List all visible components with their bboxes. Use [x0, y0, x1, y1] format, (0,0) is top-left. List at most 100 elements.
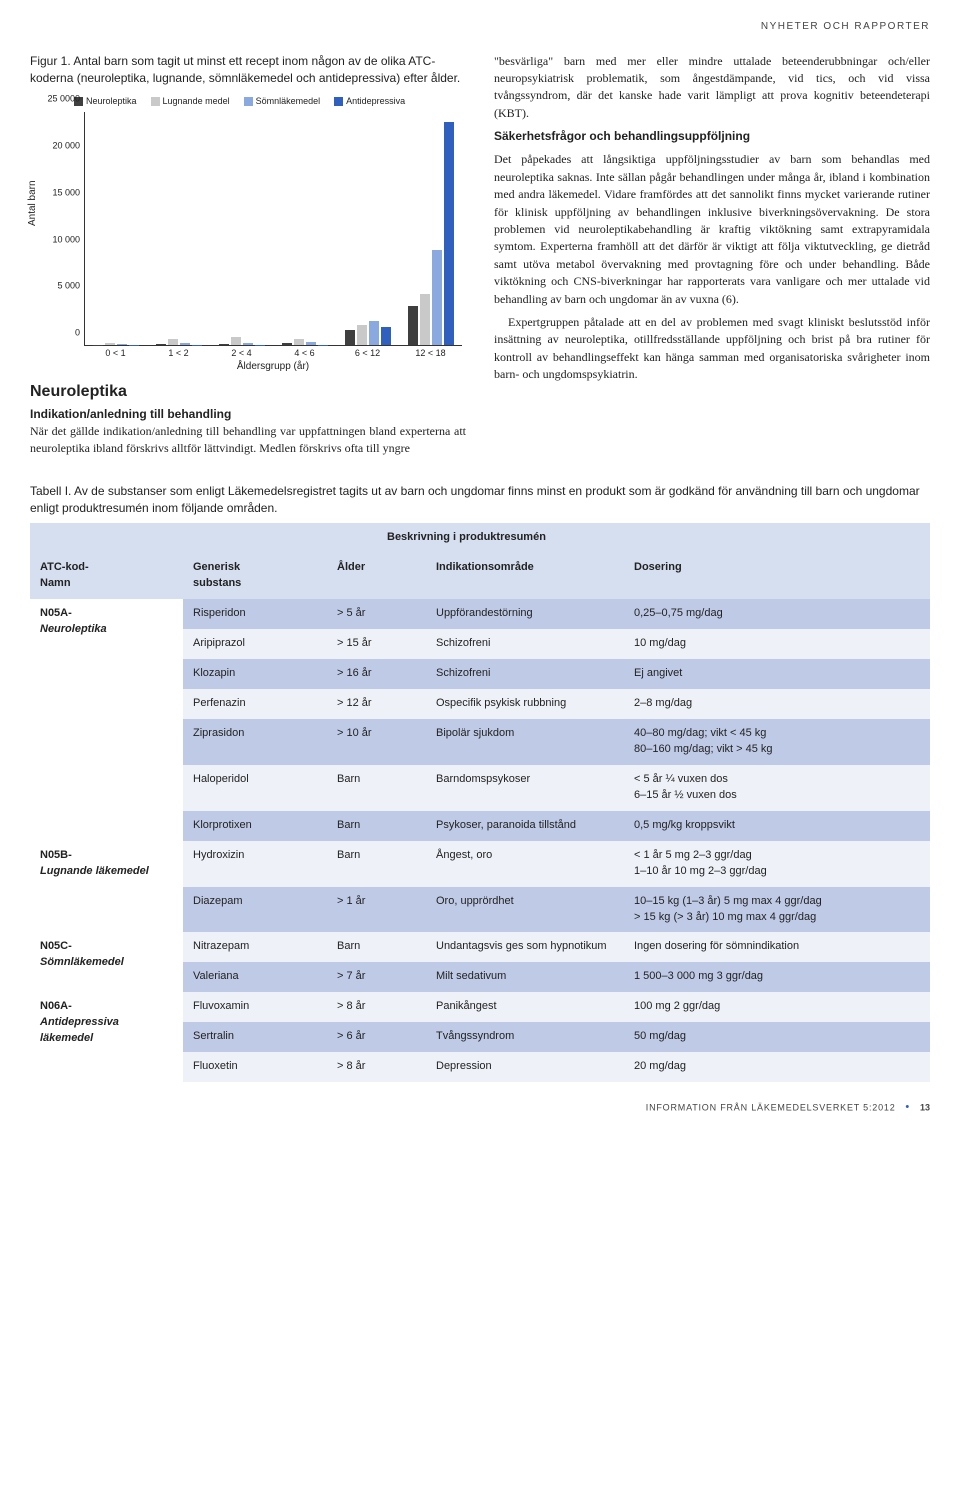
table-column-header: ATC-kod- Namn — [30, 553, 183, 599]
table-cell: < 5 år ¼ vuxen dos 6–15 år ½ vuxen dos — [624, 765, 930, 811]
bar-group — [85, 112, 148, 345]
chart-bar — [156, 344, 166, 345]
y-tick-label: 5 000 — [57, 280, 80, 293]
section-subtitle: Indikation/anledning till behandling — [30, 406, 466, 423]
left-column: Figur 1. Antal barn som tagit ut minst e… — [30, 53, 466, 458]
table-cell: 100 mg 2 ggr/dag — [624, 992, 930, 1022]
x-tick-label: 6 < 12 — [336, 347, 399, 360]
table-cell: 10 mg/dag — [624, 629, 930, 659]
chart-bar — [243, 343, 253, 346]
table-cell: Psykoser, paranoida tillstånd — [426, 811, 624, 841]
right-para-2: Det påpekades att långsiktiga uppföljnin… — [494, 151, 930, 308]
right-para-3: Expertgruppen påtalade att en del av pro… — [494, 314, 930, 384]
table-cell: 10–15 kg (1–3 år) 5 mg max 4 ggr/dag > 1… — [624, 887, 930, 933]
table-cell: Depression — [426, 1052, 624, 1082]
table-cell: < 1 år 5 mg 2–3 ggr/dag 1–10 år 10 mg 2–… — [624, 841, 930, 887]
table-row: N05A-NeuroleptikaRisperidon> 5 årUppföra… — [30, 599, 930, 629]
substance-table: Beskrivning i produktresumén ATC-kod- Nam… — [30, 523, 930, 1082]
table-cell: 40–80 mg/dag; vikt < 45 kg 80–160 mg/dag… — [624, 719, 930, 765]
table-cell: Barn — [327, 841, 426, 887]
x-tick-label: 0 < 1 — [84, 347, 147, 360]
table-cell: 50 mg/dag — [624, 1022, 930, 1052]
legend-label: Lugnande medel — [163, 95, 230, 108]
y-tick-label: 10 000 — [52, 233, 80, 246]
table-cell: Schizofreni — [426, 629, 624, 659]
chart-bar — [306, 342, 316, 346]
chart-bar — [219, 344, 229, 345]
chart-bar — [105, 343, 115, 345]
legend-swatch — [334, 97, 343, 106]
table-cell: > 8 år — [327, 992, 426, 1022]
table-cell: Haloperidol — [183, 765, 327, 811]
table-cell: > 7 år — [327, 962, 426, 992]
y-tick-label: 0 — [75, 327, 80, 340]
table-cell: Ziprasidon — [183, 719, 327, 765]
y-tick-label: 20 000 — [52, 140, 80, 153]
chart-plot-area — [84, 112, 462, 346]
table-super-header: Beskrivning i produktresumén — [327, 523, 930, 553]
chart-bar — [369, 321, 379, 345]
x-axis-labels: 0 < 11 < 22 < 44 < 66 < 1212 < 18 — [84, 347, 462, 360]
bar-group — [336, 112, 399, 345]
bar-chart: Antal barn 05 00010 00015 00020 00025 00… — [36, 112, 466, 372]
atc-group-cell: N06A-Antidepressiva läkemedel — [30, 992, 183, 1082]
table-cell: Undantagsvis ges som hypnotikum — [426, 932, 624, 962]
page-section-tag: NYHETER OCH RAPPORTER — [30, 20, 930, 35]
table-cell: Barn — [327, 932, 426, 962]
y-axis-ticks: 05 00010 00015 00020 00025 0000 — [42, 112, 80, 346]
chart-bar — [282, 343, 292, 345]
legend-swatch — [244, 97, 253, 106]
table-cell: Perfenazin — [183, 689, 327, 719]
right-para-1: "besvärliga" barn med mer eller mindre u… — [494, 53, 930, 123]
table-cell: Hydroxizin — [183, 841, 327, 887]
table-cell: Schizofreni — [426, 659, 624, 689]
y-tick-label: 15 000 — [52, 186, 80, 199]
table-cell: Klozapin — [183, 659, 327, 689]
x-axis-title: Åldersgrupp (år) — [84, 360, 462, 375]
right-subheading: Säkerhetsfrågor och behandlingsuppföljni… — [494, 128, 930, 145]
chart-bar — [408, 306, 418, 345]
table-cell: Uppförandestörning — [426, 599, 624, 629]
x-tick-label: 4 < 6 — [273, 347, 336, 360]
footer-text: INFORMATION FRÅN LÄKEMEDELSVERKET 5:2012 — [646, 1103, 896, 1113]
table-cell: Risperidon — [183, 599, 327, 629]
legend-swatch — [151, 97, 160, 106]
table-cell: 20 mg/dag — [624, 1052, 930, 1082]
chart-bar — [294, 339, 304, 346]
table-cell: > 12 år — [327, 689, 426, 719]
chart-bar — [444, 122, 454, 346]
table-column-header: Generisk substans — [183, 553, 327, 599]
atc-group-cell: N05A-Neuroleptika — [30, 599, 183, 840]
chart-legend: Neuroleptika Lugnande medel Sömnläkemedel A… — [74, 95, 466, 108]
table-caption: Tabell I. Av de substanser som enligt Lä… — [30, 483, 930, 518]
legend-item: Neuroleptika — [74, 95, 137, 108]
chart-bar — [231, 337, 241, 345]
section-paragraph: När det gällde indikation/anledning till… — [30, 423, 466, 458]
legend-item: Lugnande medel — [151, 95, 230, 108]
table-cell: 1 500–3 000 mg 3 ggr/dag — [624, 962, 930, 992]
table-cell: 0,5 mg/kg kroppsvikt — [624, 811, 930, 841]
section-title: Neuroleptika — [30, 380, 466, 403]
legend-label: Antidepressiva — [346, 95, 405, 108]
atc-group-cell: N05B-Lugnande läkemedel — [30, 841, 183, 933]
table-cell: Fluoxetin — [183, 1052, 327, 1082]
table-caption-text: Av de substanser som enligt Läkemedelsre… — [30, 484, 920, 515]
y-tick-label: 25 0000 — [47, 93, 80, 106]
table-number: Tabell I. — [30, 484, 71, 498]
figure-caption-text: Antal barn som tagit ut minst ett recept… — [30, 54, 460, 85]
table-row: N06A-Antidepressiva läkemedelFluvoxamin>… — [30, 992, 930, 1022]
bar-groups — [85, 112, 462, 345]
table-cell: > 6 år — [327, 1022, 426, 1052]
chart-bar — [180, 343, 190, 345]
figure-caption: Figur 1. Antal barn som tagit ut minst e… — [30, 53, 466, 88]
table-cell: Barndomspsykoser — [426, 765, 624, 811]
table-cell: Ångest, oro — [426, 841, 624, 887]
page-number: 13 — [920, 1103, 930, 1113]
legend-item: Sömnläkemedel — [244, 95, 321, 108]
table-cell: Barn — [327, 811, 426, 841]
legend-label: Sömnläkemedel — [256, 95, 321, 108]
chart-bar — [168, 339, 178, 346]
table-cell: Panikångest — [426, 992, 624, 1022]
legend-label: Neuroleptika — [86, 95, 137, 108]
table-cell: Fluvoxamin — [183, 992, 327, 1022]
